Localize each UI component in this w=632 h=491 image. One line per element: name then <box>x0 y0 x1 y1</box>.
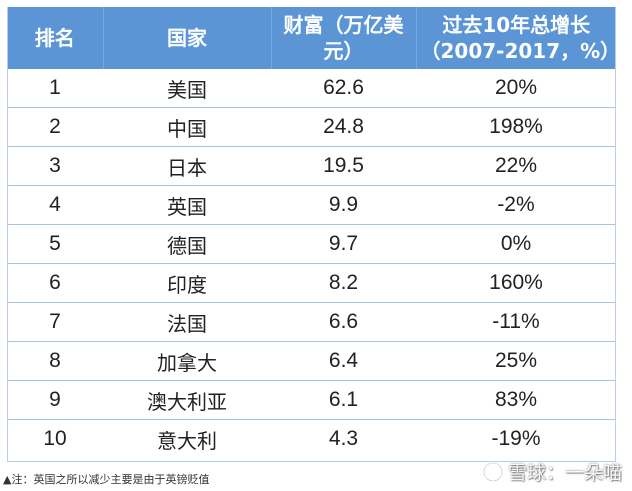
header-wealth-line1: 财富（万亿美 <box>283 13 404 37</box>
cell-rank: 8 <box>7 341 103 381</box>
cell-country: 中国 <box>103 107 271 147</box>
watermark-text: 雪球：一朵喵 <box>507 462 622 484</box>
cell-country: 日本 <box>103 146 271 186</box>
cell-wealth: 8.2 <box>271 263 416 303</box>
table-row: 5 德国 9.7 0% <box>7 224 616 264</box>
cell-country: 澳大利亚 <box>103 380 271 420</box>
cell-growth: 0% <box>416 224 616 264</box>
wealth-ranking-table-container: 排名 国家 财富（万亿美 元） 过去10年总增长 （2007-2017，%） 1… <box>7 7 621 458</box>
table-header: 排名 国家 财富（万亿美 元） 过去10年总增长 （2007-2017，%） <box>7 7 621 69</box>
cell-growth: 22% <box>416 146 616 186</box>
snowball-icon <box>482 461 504 483</box>
cell-rank: 3 <box>7 146 103 186</box>
cell-wealth: 9.7 <box>271 224 416 264</box>
cell-growth: 160% <box>416 263 616 303</box>
cell-wealth: 19.5 <box>271 146 416 186</box>
cell-country: 法国 <box>103 302 271 342</box>
header-country: 国家 <box>103 7 272 69</box>
table-row: 2 中国 24.8 198% <box>7 107 616 147</box>
cell-growth: -2% <box>416 185 616 225</box>
cell-rank: 9 <box>7 380 103 420</box>
cell-rank: 1 <box>7 69 103 108</box>
header-wealth: 财富（万亿美 元） <box>271 7 417 69</box>
cell-rank: 7 <box>7 302 103 342</box>
table-row: 3 日本 19.5 22% <box>7 146 616 186</box>
cell-wealth: 6.1 <box>271 380 416 420</box>
footnote: ▲注：英国之所以减少主要是由于英镑贬值 <box>3 473 210 486</box>
cell-rank: 5 <box>7 224 103 264</box>
cell-rank: 6 <box>7 263 103 303</box>
cell-wealth: 24.8 <box>271 107 416 147</box>
cell-rank: 10 <box>43 427 67 450</box>
cell-rank: 2 <box>7 107 103 147</box>
cell-country: 美国 <box>103 69 271 108</box>
cell-growth: 25% <box>416 341 616 381</box>
cell-country: 加拿大 <box>103 341 271 381</box>
cell-country: 意大利 <box>157 428 217 453</box>
cell-growth: 83% <box>416 380 616 420</box>
table-row: 4 英国 9.9 -2% <box>7 185 616 225</box>
cell-wealth: 62.6 <box>271 69 416 108</box>
header-growth-line1: 过去10年总增长 <box>442 13 591 37</box>
cell-growth: -11% <box>416 302 616 342</box>
wealth-ranking-table: 排名 国家 财富（万亿美 元） 过去10年总增长 （2007-2017，%） 1… <box>7 7 621 458</box>
cell-wealth: 9.9 <box>271 185 416 225</box>
header-rank: 排名 <box>7 7 104 69</box>
table-row: 10 意大利 4.3 -19% <box>7 420 616 459</box>
cell-growth: 20% <box>416 69 616 108</box>
cell-country: 印度 <box>103 263 271 303</box>
watermark: 雪球：一朵喵 <box>482 458 622 485</box>
header-growth: 过去10年总增长 （2007-2017，%） <box>416 7 621 69</box>
table-row: 9 澳大利亚 6.1 83% <box>7 380 616 420</box>
cell-rank: 4 <box>7 185 103 225</box>
table-row: 6 印度 8.2 160% <box>7 263 616 303</box>
cell-growth: -19% <box>491 427 541 450</box>
table-body: 1 美国 62.6 20% 2 中国 24.8 198% 3 日本 19.5 2… <box>7 69 616 458</box>
cell-wealth: 6.6 <box>271 302 416 342</box>
table-row: 8 加拿大 6.4 25% <box>7 341 616 381</box>
cell-country: 德国 <box>103 224 271 264</box>
header-row: 排名 国家 财富（万亿美 元） 过去10年总增长 （2007-2017，%） <box>7 7 621 69</box>
table-row: 1 美国 62.6 20% <box>7 69 616 108</box>
cell-growth: 198% <box>416 107 616 147</box>
header-growth-line2: （2007-2017，%） <box>420 39 621 63</box>
header-wealth-line2: 元） <box>323 39 364 63</box>
table-row: 7 法国 6.6 -11% <box>7 302 616 342</box>
cell-wealth: 6.4 <box>271 341 416 381</box>
cell-wealth: 4.3 <box>328 427 359 450</box>
cell-country: 英国 <box>103 185 271 225</box>
